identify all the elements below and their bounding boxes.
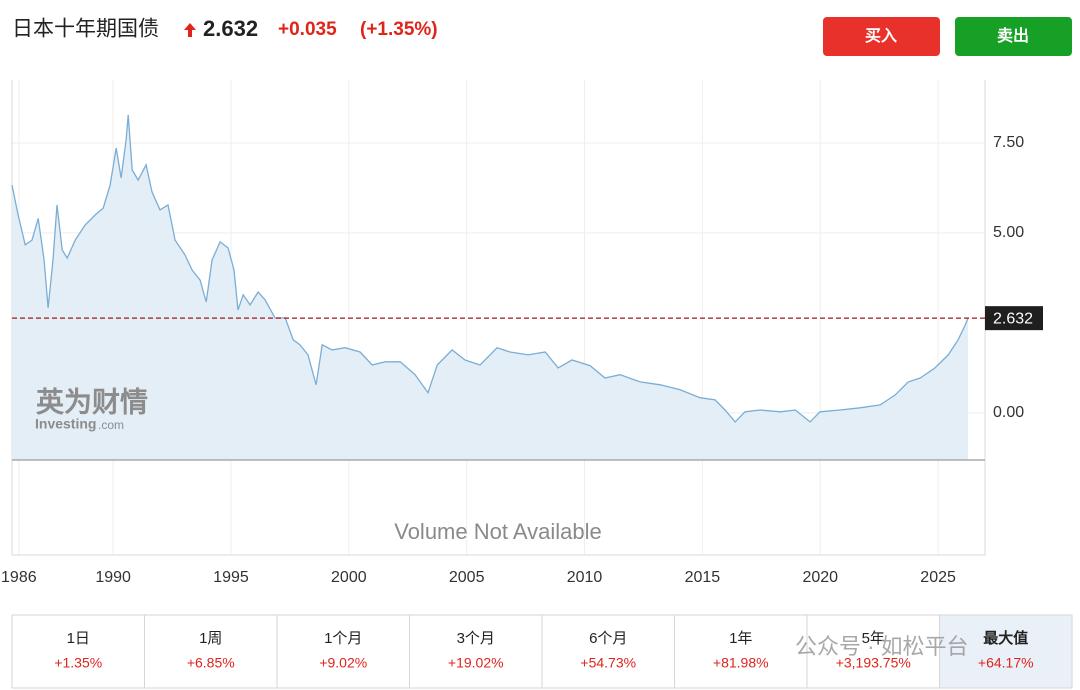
watermark-site: Investing	[35, 416, 96, 432]
period-tab[interactable]: 1日 +1.35%	[11, 614, 145, 689]
wechat-watermark: 公众号 · 如松平台	[795, 634, 969, 659]
watermark-brand: 英为财情	[36, 386, 148, 417]
period-tab-bg	[541, 614, 675, 689]
sell-label: 卖出	[997, 26, 1029, 45]
period-tab[interactable]: 1年 +81.98%	[674, 614, 808, 689]
price: 2.632	[203, 16, 258, 41]
buy-label: 买入	[865, 27, 897, 45]
sell-button-bg	[955, 17, 1072, 56]
period-tab-bg	[674, 614, 808, 689]
period-label: 5年	[862, 630, 885, 647]
period-change: +1.35%	[54, 655, 102, 671]
x-tick-label: 2010	[567, 569, 603, 586]
period-tab[interactable]: 1个月 +9.02%	[276, 614, 410, 689]
period-tab-bg	[276, 614, 410, 689]
x-tick-label: 1986	[1, 569, 37, 586]
y-tick-label: 7.50	[993, 134, 1024, 151]
last-value-box	[985, 306, 1043, 331]
period-tab-bg	[409, 614, 543, 689]
x-tick-label: 2015	[685, 569, 721, 586]
period-tab-bg	[939, 614, 1073, 689]
period-tab-bg	[11, 614, 145, 689]
period-label: 最大值	[983, 629, 1028, 647]
change-pct: (+1.35%)	[360, 19, 438, 40]
last-value-label: 2.632	[993, 310, 1033, 327]
x-tick-label: 2000	[331, 569, 367, 586]
change: +0.035	[278, 19, 337, 40]
period-tab[interactable]: 1周 +6.85%	[144, 614, 278, 689]
period-tabs: 1日 +1.35% 1周 +6.85% 1个月 +9.02% 3个月 +19.02% 6个月 +5…	[11, 614, 1073, 689]
sell-button[interactable]: 卖出	[955, 17, 1072, 56]
chart: 2.632 0.00 5.00 7.50 1986 1990 1995 2000 2005 201…	[1, 80, 1043, 586]
buy-button-bg	[823, 17, 940, 56]
volume-note: Volume Not Available	[394, 519, 602, 544]
period-tab[interactable]: 3个月 +19.02%	[409, 614, 543, 689]
x-tick-label: 2005	[449, 569, 485, 586]
y-tick-label: 5.00	[993, 224, 1024, 241]
period-tab[interactable]: 5年 +3,193.75%	[806, 614, 940, 689]
period-change: +54.73%	[580, 655, 636, 671]
period-change: +64.17%	[978, 655, 1034, 671]
period-tab-bg	[144, 614, 278, 689]
period-label: 1日	[67, 630, 90, 647]
x-tick-label: 1995	[213, 569, 249, 586]
period-change: +81.98%	[713, 655, 769, 671]
watermark-domain: .com	[98, 418, 124, 432]
buy-button[interactable]: 买入	[823, 17, 940, 56]
period-label: 3个月	[457, 630, 495, 647]
instrument-title: 日本十年期国债	[12, 18, 159, 41]
period-change: +9.02%	[319, 655, 367, 671]
up-arrow	[184, 23, 196, 37]
x-tick-label: 1990	[95, 569, 131, 586]
period-tab[interactable]: 最大值 +64.17%	[939, 614, 1073, 689]
period-change: +3,193.75%	[836, 655, 911, 671]
period-label: 1年	[729, 630, 752, 647]
period-tab-bg	[806, 614, 940, 689]
x-tick-label: 2025	[920, 569, 956, 586]
period-change: +19.02%	[448, 655, 504, 671]
period-label: 6个月	[589, 630, 627, 647]
y-tick-label: 0.00	[993, 404, 1024, 421]
price-line	[11, 114, 969, 423]
period-label: 1周	[199, 630, 222, 647]
period-tab[interactable]: 6个月 +54.73%	[541, 614, 675, 689]
period-label: 1个月	[324, 630, 362, 647]
period-change: +6.85%	[187, 655, 235, 671]
x-tick-label: 2020	[802, 569, 838, 586]
area-fill	[12, 114, 968, 461]
